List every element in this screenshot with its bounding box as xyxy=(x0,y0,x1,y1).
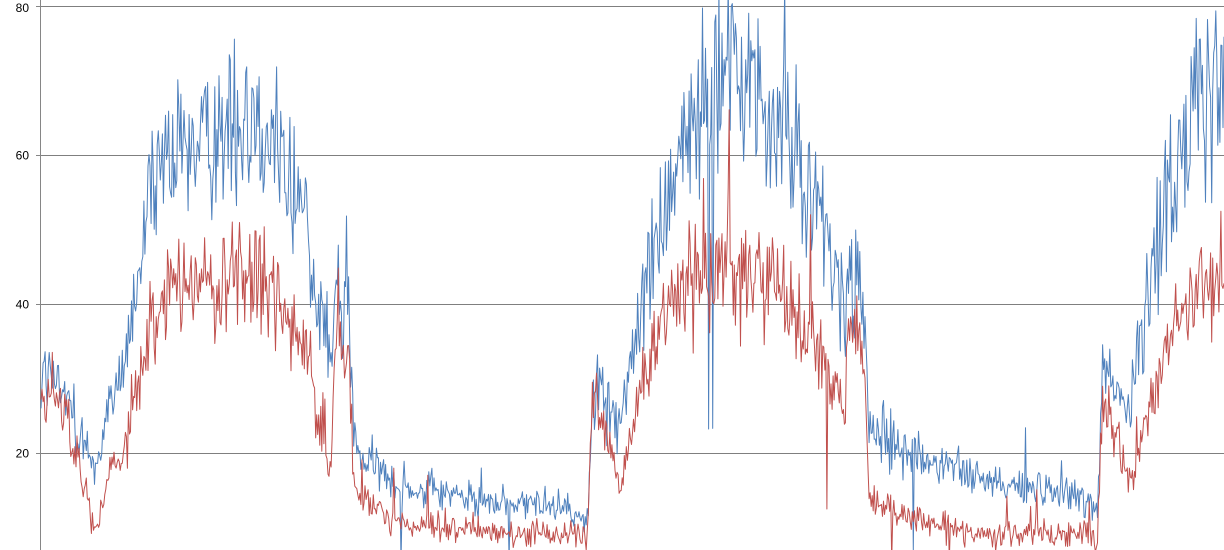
series-line-1 xyxy=(40,109,1224,550)
gridlines xyxy=(36,6,1224,454)
series-line-0 xyxy=(40,0,1224,550)
y-tick-labels: 20 40 60 80 xyxy=(16,1,30,461)
y-tick-label: 80 xyxy=(16,1,30,15)
y-tick-label: 60 xyxy=(16,149,30,163)
y-tick-label: 40 xyxy=(16,298,30,312)
y-tick-label: 20 xyxy=(16,447,30,461)
series-group xyxy=(40,0,1224,550)
